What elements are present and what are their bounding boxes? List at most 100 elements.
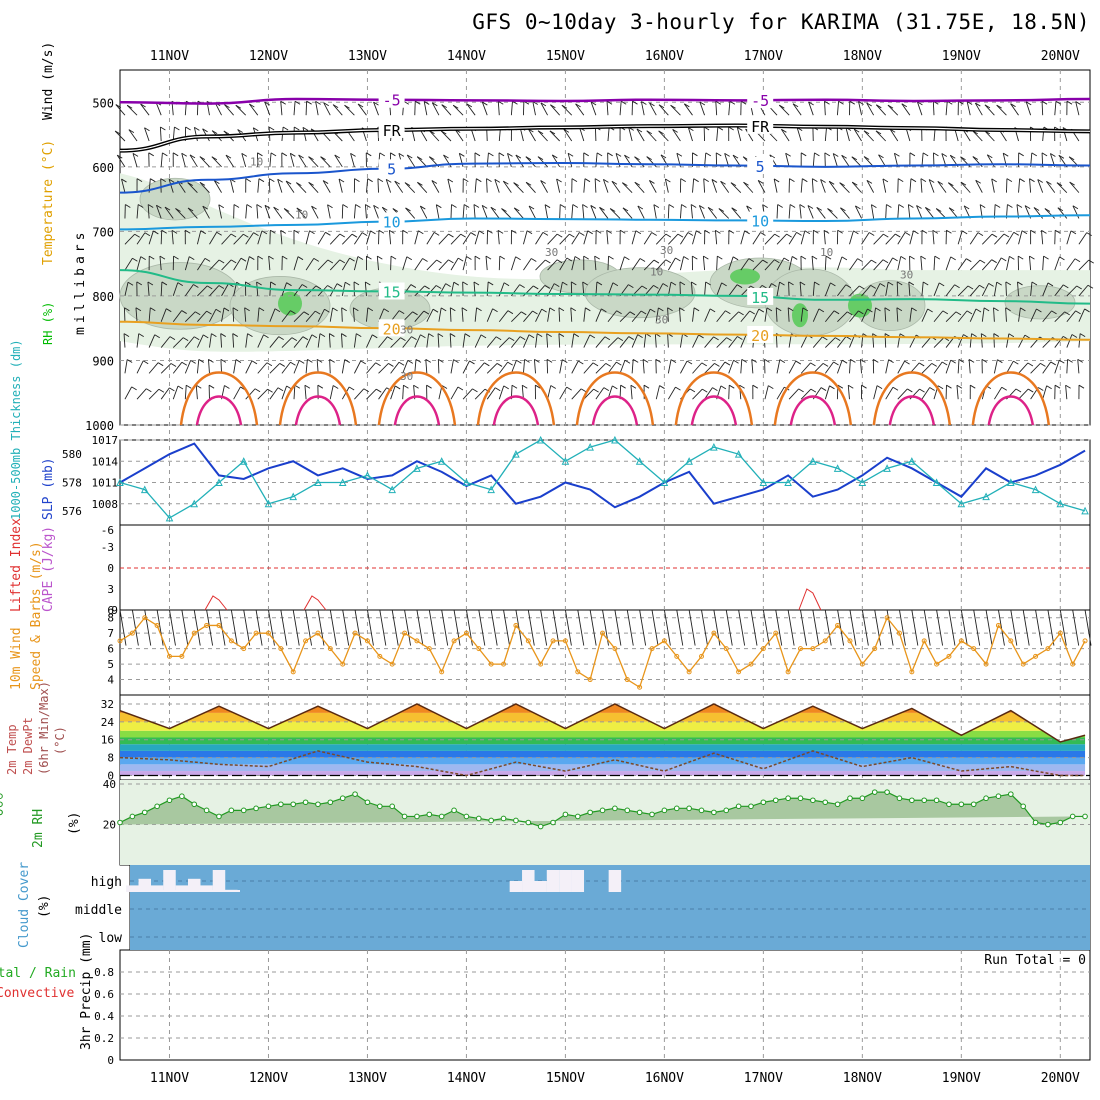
rh2m-marker xyxy=(847,795,853,802)
temp-color-band xyxy=(120,712,1086,722)
wind-barb xyxy=(208,359,210,374)
wind-barb-flag xyxy=(544,285,551,289)
wind10m-barb xyxy=(775,609,783,646)
wind-barb-flag xyxy=(630,384,637,389)
wind-barb-flag xyxy=(589,334,596,339)
contour-label-bg xyxy=(747,287,774,305)
wind-barb-flag xyxy=(570,307,577,312)
wind-barb xyxy=(558,333,561,348)
wind-barb-flag xyxy=(172,152,179,157)
wind-barb xyxy=(796,127,802,142)
wind-barb xyxy=(202,205,210,219)
wind-barb-flag xyxy=(556,259,563,264)
wind-barb-flag xyxy=(492,308,498,313)
wind-barb-flag xyxy=(798,388,804,393)
wind-barb xyxy=(778,104,790,116)
wind-barb xyxy=(875,130,887,142)
wind-barb-flag xyxy=(447,178,454,183)
wind-barb-flag xyxy=(561,104,568,109)
wind-barb xyxy=(718,208,730,219)
wind-barb-flag xyxy=(691,281,697,286)
wind-barb xyxy=(209,333,212,348)
wind-barb xyxy=(136,232,146,245)
wind-barb-flag xyxy=(714,363,720,367)
wind-barb xyxy=(559,257,568,271)
wind-barb xyxy=(540,102,548,116)
wind-barb xyxy=(776,257,785,271)
wind-barb-flag xyxy=(646,156,652,160)
wind-barb xyxy=(494,179,500,193)
wind-barb-flag xyxy=(1076,285,1082,290)
wind-barb xyxy=(571,360,579,374)
wind-barb-flag xyxy=(232,307,239,312)
wind-barb xyxy=(546,359,549,374)
wind-barb xyxy=(837,336,847,348)
wind-barb xyxy=(285,180,295,193)
wind-barb xyxy=(233,233,244,245)
wind-barb-flag xyxy=(249,256,255,260)
wind-barb xyxy=(622,207,633,219)
temp-color-band xyxy=(120,695,1090,704)
wind-barb-flag xyxy=(933,152,939,157)
rh2m-marker xyxy=(166,797,173,804)
wind10m-marker xyxy=(364,638,370,644)
wind-barb xyxy=(655,259,667,271)
wind-barb-flag xyxy=(198,359,205,363)
rh2m-marker xyxy=(574,813,581,820)
wind-barb-flag xyxy=(448,259,454,264)
wind-barb xyxy=(993,333,995,348)
wind-barb-flag xyxy=(508,337,515,342)
date-label-top: 20NOV xyxy=(1041,49,1080,64)
rh2m-marker xyxy=(1020,803,1026,810)
wind-barb xyxy=(196,230,202,245)
wind10m-marker xyxy=(711,630,717,636)
wind-barb-flag xyxy=(158,388,165,393)
wind-barb-flag xyxy=(244,307,250,312)
wind-barb-flag xyxy=(161,281,168,286)
wind-barb-flag xyxy=(413,384,419,389)
wind-barb-flag xyxy=(1005,307,1011,312)
wind-barb xyxy=(679,307,681,322)
wind-barb-flag xyxy=(249,103,255,108)
thickness-marker xyxy=(338,478,347,486)
wind-barb-flag xyxy=(761,284,768,289)
wind-barb-flag xyxy=(922,152,929,157)
wind-barb-flag xyxy=(376,388,382,393)
wind-barb-flag xyxy=(1029,255,1035,260)
wind-barb-flag xyxy=(1010,103,1016,108)
wind-barb-flag xyxy=(966,101,973,105)
wind-barb-flag xyxy=(153,230,159,235)
wind-barb xyxy=(935,208,947,219)
wind-barb xyxy=(257,388,268,400)
wind-barb-flag xyxy=(820,179,826,183)
wind-barb xyxy=(233,359,237,374)
wind-barb xyxy=(185,311,196,323)
wind-barb xyxy=(452,104,464,116)
wind-barb-flag xyxy=(712,387,718,391)
wind-barb xyxy=(244,307,247,322)
wind-barb xyxy=(197,285,208,297)
wind-barb-flag xyxy=(126,359,133,363)
wind-barb xyxy=(378,363,389,374)
rh-contour-label: 10 xyxy=(650,265,663,278)
wind-barb-flag xyxy=(412,311,418,316)
wind-barb-flag xyxy=(478,230,485,235)
wind-barb xyxy=(1005,307,1007,322)
wind-barb-flag xyxy=(622,207,629,212)
rh2m-marker xyxy=(488,817,494,824)
wind10m-marker xyxy=(661,638,667,644)
wind10m-barb xyxy=(1047,609,1055,646)
wind-barb-flag xyxy=(417,181,423,186)
wind-barb xyxy=(196,334,204,348)
cloud-high-bar xyxy=(509,881,523,892)
rh2m-marker xyxy=(711,809,717,816)
wind-barb xyxy=(1054,336,1064,348)
rh2m-marker xyxy=(537,823,544,830)
wind-barb-flag xyxy=(606,100,613,105)
wind-barb xyxy=(972,130,983,142)
thickness-marker xyxy=(462,478,471,486)
wind-barb-flag xyxy=(1043,255,1049,260)
wind-barb-flag xyxy=(353,281,360,286)
wind-barb xyxy=(980,333,983,348)
wind-barb-flag xyxy=(968,359,975,363)
